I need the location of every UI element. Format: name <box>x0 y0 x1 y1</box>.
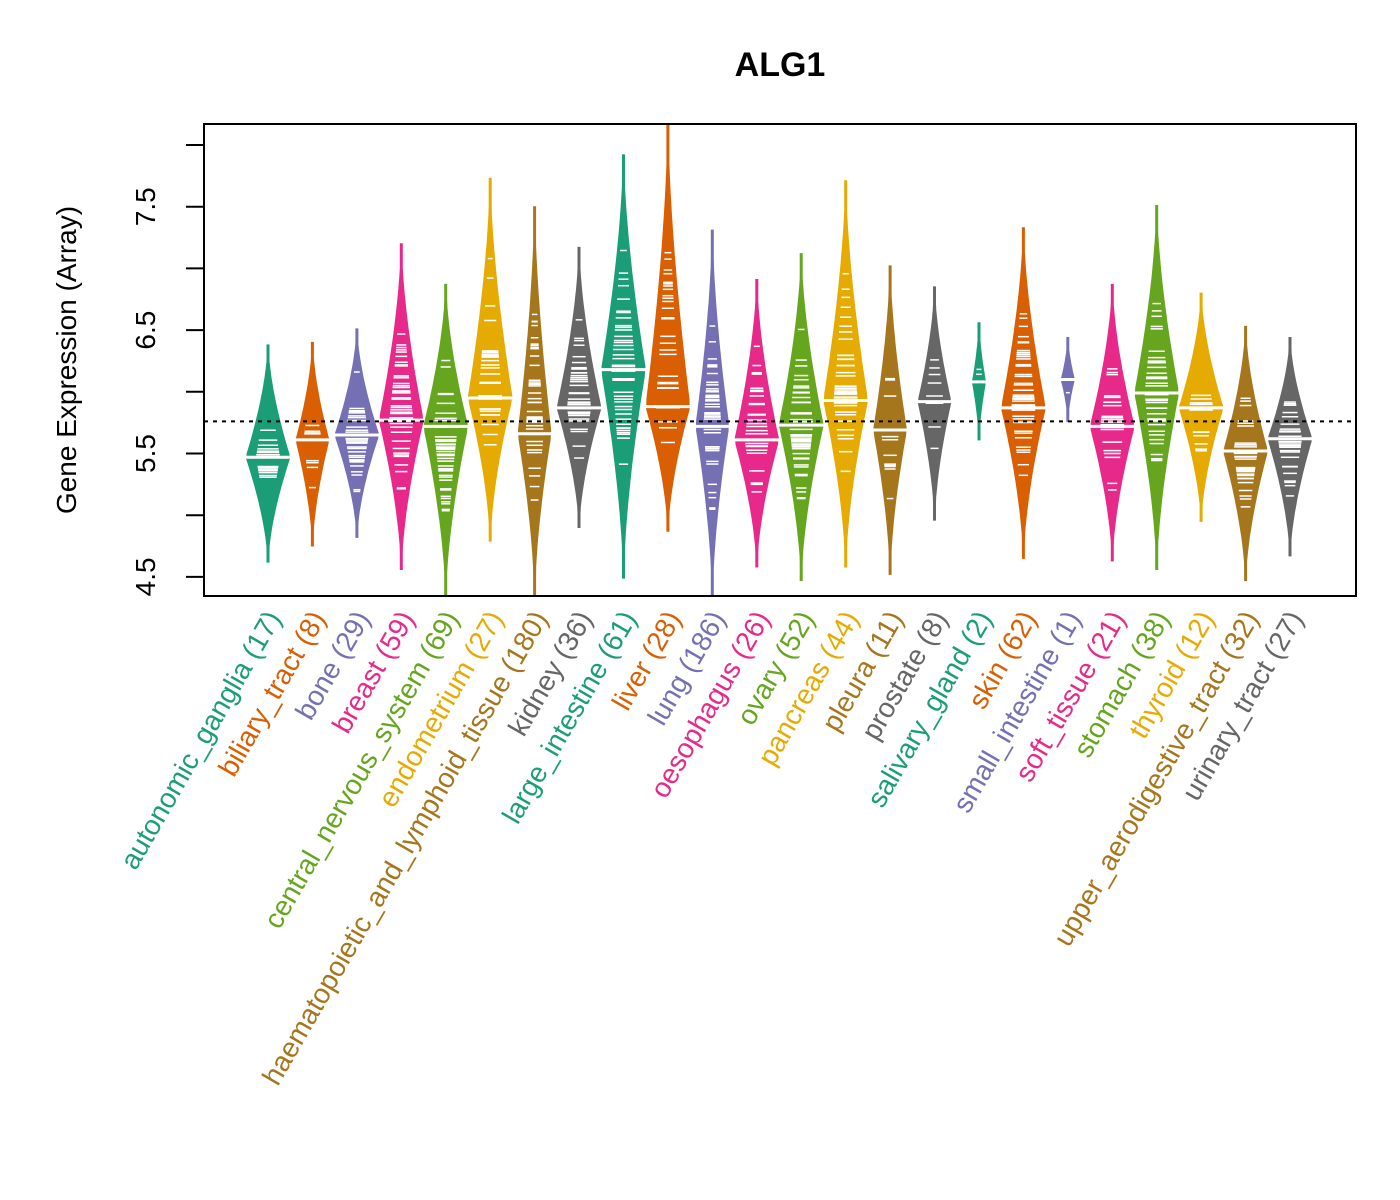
violin-thyroid <box>1178 292 1225 522</box>
violin-large_intestine <box>600 154 647 579</box>
violin-ovary <box>778 253 825 582</box>
violin-endometrium <box>467 177 514 542</box>
y-tick-label: 6.5 <box>130 311 161 350</box>
violin-upper_aerodigestive_tract <box>1222 325 1269 582</box>
violin-stomach <box>1133 205 1180 570</box>
violin-skin <box>1000 227 1047 559</box>
violin-autonomic_ganglia <box>245 344 291 563</box>
violin-biliary_tract <box>294 341 331 547</box>
violin-oesophagus <box>733 279 780 568</box>
violin-lung <box>694 229 731 596</box>
violin-urinary_tract <box>1267 337 1313 557</box>
violin-haematopoietic_and_lymphoid_tissue <box>516 206 553 596</box>
violin-salivary_gland <box>970 322 988 441</box>
violin-pleura <box>872 265 908 575</box>
plot-area <box>204 124 1356 596</box>
y-axis-label: Gene Expression (Array) <box>51 206 82 514</box>
chart-title: ALG1 <box>735 46 826 84</box>
violin-breast <box>378 243 425 570</box>
x-axis-labels: autonomic_ganglia (17)biliary_tract (8)b… <box>114 606 1309 1091</box>
violin-kidney <box>556 246 602 528</box>
y-tick-label: 4.5 <box>130 557 161 596</box>
violin-small_intestine <box>1059 337 1077 422</box>
violin-bone <box>333 328 380 538</box>
violin-pancreas <box>822 180 869 568</box>
violin-soft_tissue <box>1089 283 1136 562</box>
y-tick-label: 7.5 <box>130 187 161 226</box>
plot-frame <box>203 123 1357 597</box>
y-axis: 4.5 5.5 6.5 7.5 <box>130 144 204 596</box>
y-tick-label: 5.5 <box>130 434 161 473</box>
violin-central_nervous_system <box>422 283 469 596</box>
violin-liver <box>645 124 691 532</box>
violin-prostate <box>916 286 953 521</box>
